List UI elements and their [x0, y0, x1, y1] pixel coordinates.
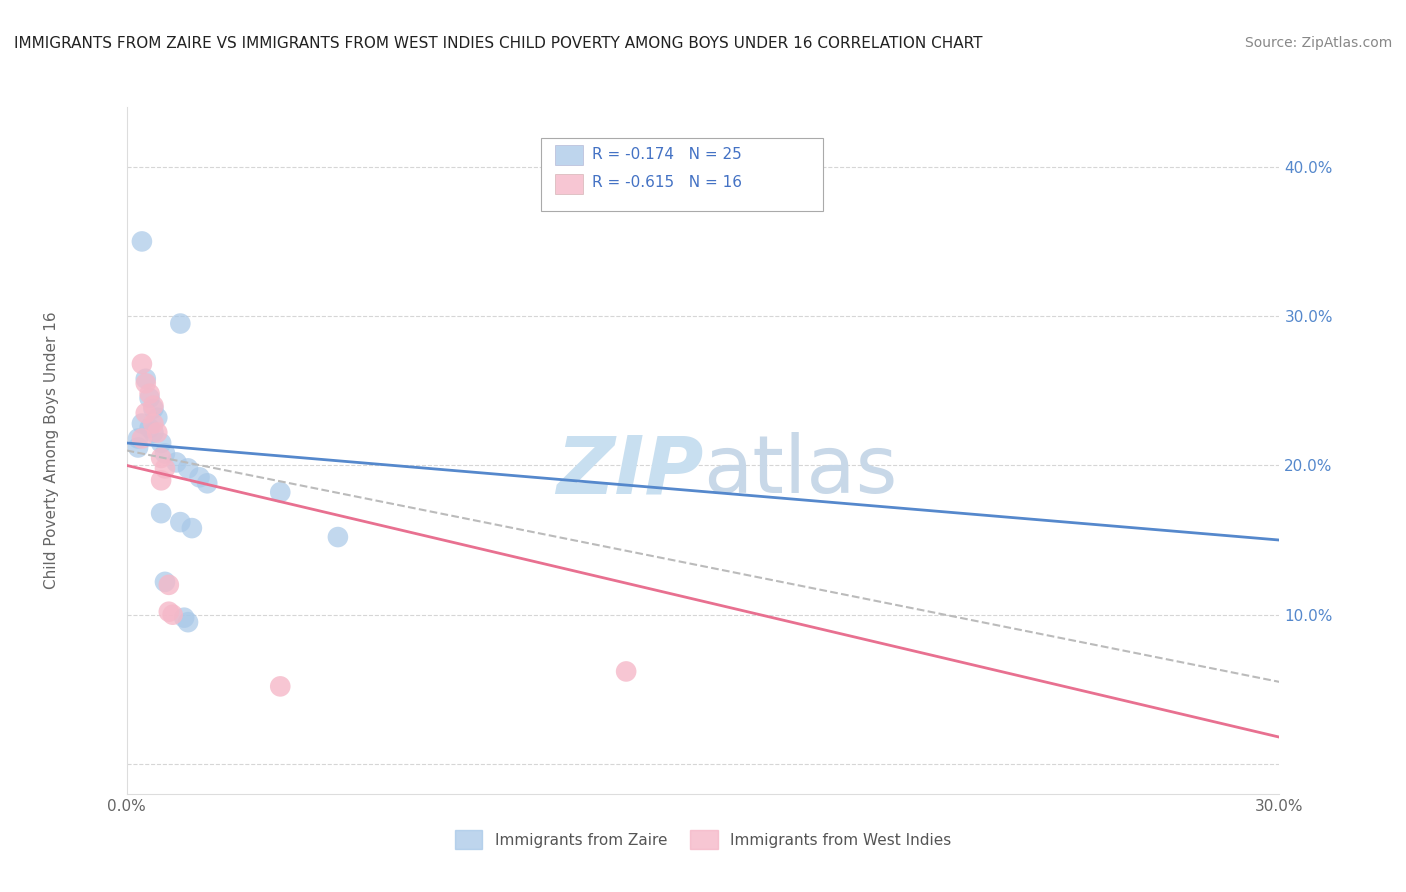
Point [150, 473, 173, 487]
Point [177, 615, 200, 630]
Point [135, 376, 157, 391]
Point [326, 530, 349, 544]
Point [138, 386, 160, 401]
Point [153, 461, 176, 475]
Point [138, 421, 160, 435]
Point [162, 607, 184, 622]
Legend: Immigrants from Zaire, Immigrants from West Indies: Immigrants from Zaire, Immigrants from W… [449, 824, 957, 855]
Point [269, 485, 291, 500]
Point [157, 578, 180, 592]
Point [169, 515, 191, 529]
Text: IMMIGRANTS FROM ZAIRE VS IMMIGRANTS FROM WEST INDIES CHILD POVERTY AMONG BOYS UN: IMMIGRANTS FROM ZAIRE VS IMMIGRANTS FROM… [14, 36, 983, 51]
Point [131, 417, 153, 431]
Text: ZIP: ZIP [555, 432, 703, 510]
Point [146, 425, 169, 440]
Point [166, 455, 188, 469]
Point [127, 441, 149, 455]
Point [150, 450, 173, 465]
Text: Source: ZipAtlas.com: Source: ZipAtlas.com [1244, 36, 1392, 50]
Point [150, 506, 173, 520]
Point [135, 406, 157, 420]
Point [173, 610, 195, 624]
Text: atlas: atlas [703, 432, 897, 510]
Point [142, 401, 165, 416]
Point [142, 399, 165, 413]
Point [135, 372, 157, 386]
Text: Child Poverty Among Boys Under 16: Child Poverty Among Boys Under 16 [44, 311, 59, 590]
Text: R = -0.615   N = 16: R = -0.615 N = 16 [592, 176, 742, 190]
Point [150, 436, 173, 450]
Point [142, 417, 165, 431]
Point [177, 461, 200, 475]
Point [142, 425, 165, 440]
Point [195, 476, 218, 491]
Point [180, 521, 202, 535]
Point [146, 410, 169, 425]
Point [127, 432, 149, 446]
Point [169, 317, 191, 331]
Point [131, 432, 153, 446]
Point [131, 357, 153, 371]
Point [131, 235, 153, 249]
Point [269, 679, 291, 693]
Point [153, 574, 176, 589]
Point [153, 446, 176, 460]
Point [188, 470, 211, 484]
Text: R = -0.174   N = 25: R = -0.174 N = 25 [592, 147, 742, 161]
Point [138, 391, 160, 405]
Point [614, 665, 637, 679]
Point [157, 605, 180, 619]
